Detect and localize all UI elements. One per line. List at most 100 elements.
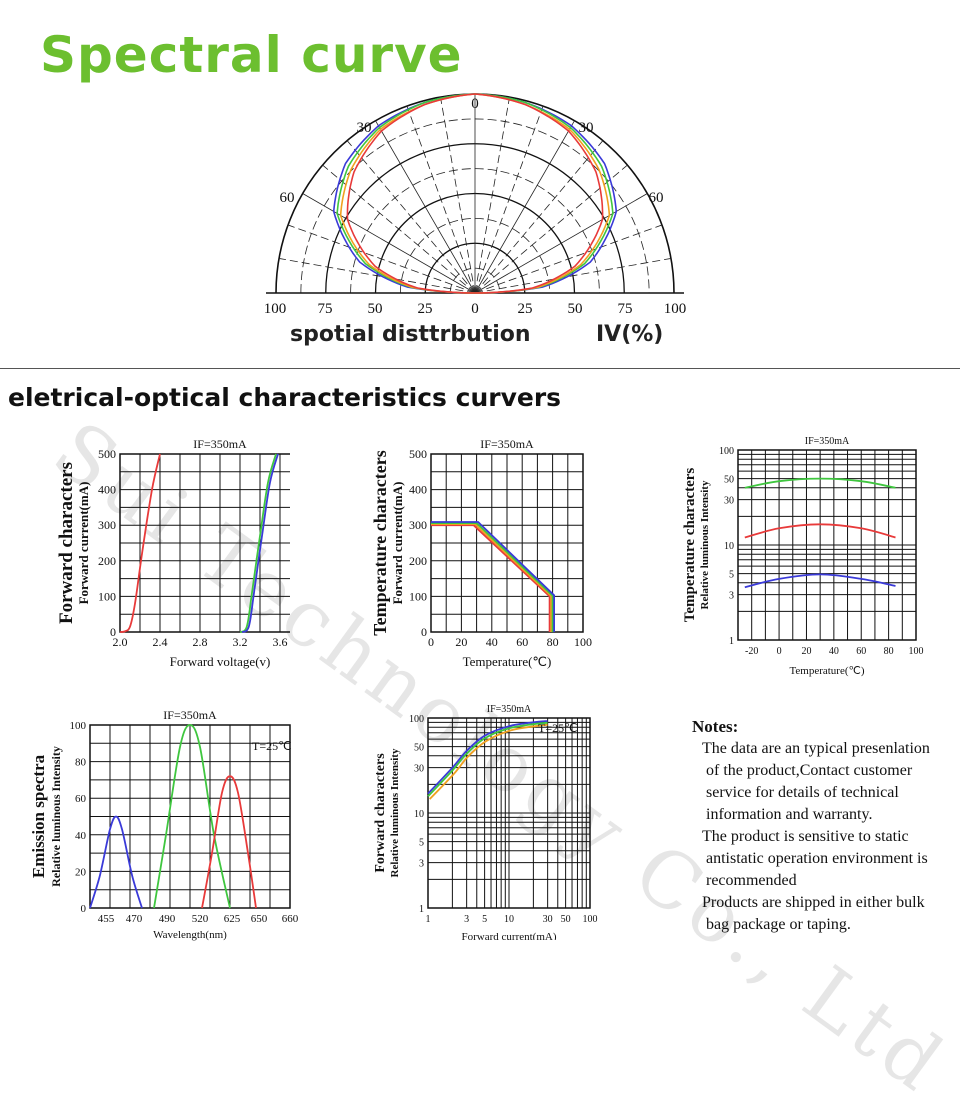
x-tick-label: 0 (777, 646, 782, 657)
y-tick-label: 100 (719, 446, 734, 457)
x-axis-label: Temperature(℃) (789, 665, 864, 677)
x-tick-label: 30 (543, 914, 553, 925)
y-tick-label: 20 (75, 866, 87, 878)
polar-ring-minor (449, 267, 501, 294)
series-line (431, 523, 552, 632)
y-tick-label: 1 (419, 904, 424, 915)
x-axis-label: Forward current(mA) (462, 931, 557, 940)
x-tick-label: 3 (464, 914, 469, 925)
y-tick-label: 0 (81, 903, 87, 915)
series-line (744, 477, 896, 489)
y-tick-label: 30 (724, 496, 734, 507)
x-tick-label: 490 (159, 913, 176, 925)
notes-line: antistatic operation environment is (706, 850, 928, 867)
x-tick-label: 20 (801, 646, 811, 657)
series-line (153, 724, 231, 909)
forward-lum-chart: IF=350mA T=25℃ 1 3 5 10 30 50 100 1 3 5 10 30 50 100 For… (373, 704, 598, 940)
y-tick-label: 5 (419, 838, 424, 849)
y-axis-sublabel: Forward current(mA) (76, 482, 91, 605)
y-axis-sublabel: Relative luminous Intensity (389, 748, 401, 877)
y-axis-label: Emission spectra (29, 754, 48, 878)
x-tick-label: 2.0 (113, 635, 128, 649)
temp-current-chart: IF=350mA 0 100 200 300 400 500 0 20 40 60 80 100 Temp… (370, 437, 592, 669)
series-line (429, 723, 548, 800)
notes-heading: Notes: (692, 717, 739, 736)
y-tick-label: 0 (421, 625, 427, 639)
polar-spoke (474, 96, 510, 294)
polar-spoke (287, 224, 476, 294)
notes: Notes: The data are an typical presenlat… (692, 716, 960, 936)
x-tick-label: 3.6 (273, 635, 288, 649)
series-line (431, 521, 555, 632)
polar-spoke (474, 193, 648, 294)
series-line (427, 721, 548, 797)
polar-angle-label: 30 (357, 120, 372, 136)
x-tick-label: 1 (426, 914, 431, 925)
temp-lum-chart: IF=350mA 1 3 5 10 30 50 100 -20 0 20 40 60 80 100 Tempe… (682, 436, 924, 677)
chart-title: IF=350mA (487, 704, 532, 715)
x-tick-label: 625 (224, 913, 241, 925)
y-tick-label: 200 (98, 554, 116, 568)
x-tick-label: 100 (574, 635, 592, 649)
x-tick-label: 60 (856, 646, 866, 657)
series-line (427, 720, 548, 795)
chart-title: IF=350mA (805, 436, 850, 447)
y-axis-label: Temperature characters (682, 468, 698, 623)
y-tick-label: 5 (729, 570, 734, 581)
chart-annotation: T=25℃ (538, 721, 578, 735)
polar-radial-tick: 50 (368, 301, 383, 317)
x-tick-label: 80 (884, 646, 894, 657)
section-title: eletrical-optical characteristics curver… (8, 383, 562, 412)
y-tick-label: 80 (75, 757, 87, 769)
polar-spoke (440, 96, 476, 294)
x-axis-label: Forward voltage(v) (170, 654, 271, 669)
polar-radial-tick: 100 (664, 301, 687, 317)
y-tick-label: 400 (409, 483, 427, 497)
polar-radial-tick: 0 (471, 301, 479, 317)
plot-frame (737, 449, 917, 641)
x-tick-label: 20 (455, 635, 467, 649)
polar-radial-tick: 75 (618, 301, 633, 317)
polar-spoke (302, 193, 476, 294)
y-tick-label: 500 (98, 447, 116, 461)
y-tick-label: 60 (75, 793, 87, 805)
y-tick-label: 3 (419, 859, 424, 870)
notes-line: bag package or taping. (706, 916, 851, 933)
polar-radial-tick: 100 (264, 301, 287, 317)
polar-spoke (278, 258, 476, 294)
page-title: Spectral curve (40, 26, 463, 84)
y-tick-label: 10 (414, 809, 424, 820)
y-tick-label: 3 (729, 591, 734, 602)
series-line (89, 815, 143, 909)
x-tick-label: 470 (126, 913, 143, 925)
x-tick-label: 660 (282, 913, 299, 925)
polar-radial-tick: 75 (318, 301, 333, 317)
notes-line: The product is sensitive to static (702, 828, 909, 845)
x-tick-label: 0 (428, 635, 434, 649)
polar-spoke (474, 120, 575, 294)
y-tick-label: 50 (724, 475, 734, 486)
polar-angle-label: 30 (579, 120, 594, 136)
notes-line: recommended (706, 872, 797, 889)
plot-frame (430, 453, 584, 633)
series-line (431, 522, 554, 632)
polar-angle-label: 60 (280, 190, 295, 206)
y-tick-label: 300 (98, 518, 116, 532)
polar-spoke (474, 164, 628, 294)
y-axis-sublabel: Relative luminous Intensity (699, 480, 711, 609)
x-tick-label: 60 (516, 635, 528, 649)
y-tick-label: 400 (98, 483, 116, 497)
series-line (431, 524, 551, 632)
y-tick-label: 100 (70, 720, 87, 732)
polar-radial-tick: 25 (518, 301, 533, 317)
x-tick-label: 2.8 (193, 635, 208, 649)
series-line (119, 453, 161, 633)
chart-annotation: T=25℃ (252, 739, 292, 753)
y-tick-label: 1 (729, 636, 734, 647)
notes-line: The data are an typical presenlation (702, 740, 930, 757)
x-tick-label: 10 (504, 914, 514, 925)
chart-title: IF=350mA (163, 708, 217, 722)
y-axis-label: Forward characters (373, 753, 388, 873)
y-axis-sublabel: Forward current(mA) (390, 482, 405, 605)
polar-ring-minor (399, 218, 551, 294)
